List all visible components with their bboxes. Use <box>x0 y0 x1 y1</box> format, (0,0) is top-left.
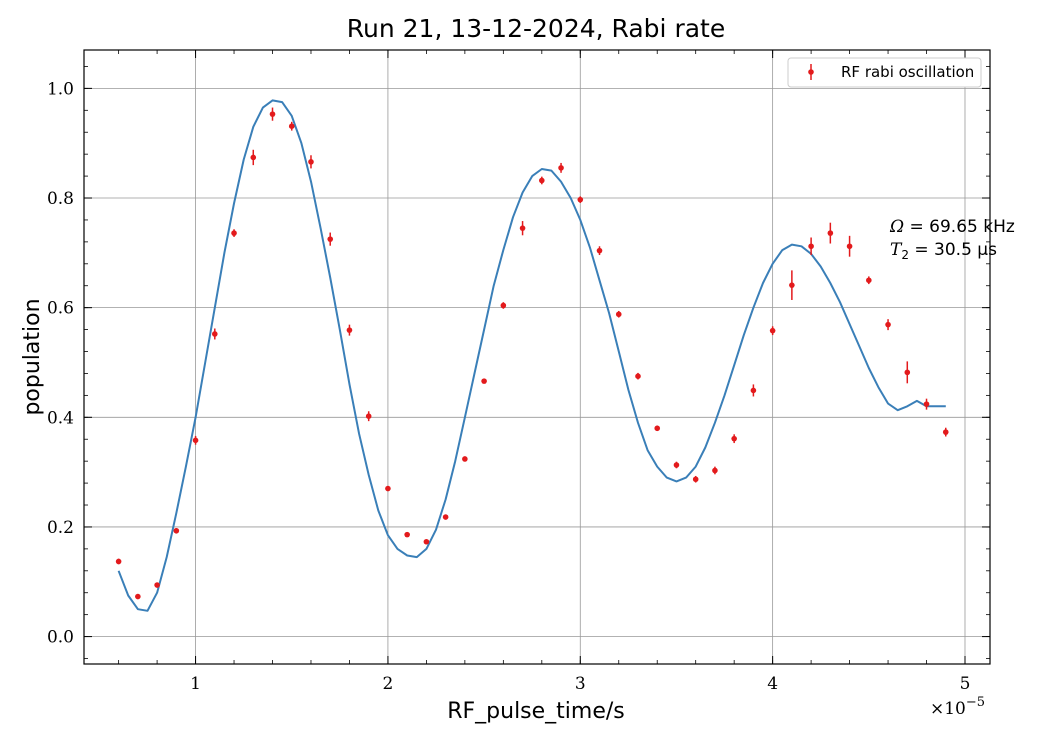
data-point-31 <box>712 467 718 474</box>
plot-frame <box>83 49 991 665</box>
legend-marker <box>808 69 814 75</box>
data-point-33 <box>750 387 757 394</box>
data-point-39 <box>866 277 872 284</box>
data-point-1 <box>135 593 141 600</box>
data-point-24 <box>577 196 584 203</box>
x-axis-label: RF_pulse_time/s <box>447 699 625 724</box>
y-tick-label-4: 0.8 <box>47 189 74 209</box>
x-scale-multiplier: ×10−5 <box>930 695 985 719</box>
data-point-18 <box>462 456 468 462</box>
omega-symbol: Ω <box>889 217 904 237</box>
data-point-3 <box>173 527 180 534</box>
data-point-27 <box>635 373 641 379</box>
data-point-0 <box>115 558 122 565</box>
x-scale-exponent: −5 <box>966 695 985 710</box>
legend-box <box>787 57 982 88</box>
data-point-42 <box>923 401 930 407</box>
x-tick-label-3: 4 <box>767 674 778 694</box>
data-point-30 <box>692 476 699 483</box>
fit-curve <box>117 99 946 612</box>
data-point-11 <box>327 236 334 242</box>
data-point-28 <box>654 425 661 432</box>
t2-value: = 30.5 µs <box>909 240 997 260</box>
data-point-40 <box>885 321 891 328</box>
data-point-14 <box>385 485 391 492</box>
data-point-12 <box>346 327 353 333</box>
y-tick-label-5: 1.0 <box>47 79 74 99</box>
legend: RF rabi oscillation <box>787 57 982 88</box>
data-point-36 <box>808 243 814 250</box>
data-point-15 <box>404 531 410 538</box>
y-tick-label-1: 0.2 <box>47 518 74 538</box>
data-point-6 <box>231 230 237 236</box>
data-point-29 <box>673 462 680 468</box>
data-point-13 <box>365 413 372 420</box>
legend-label: RF rabi oscillation <box>841 63 974 81</box>
data-point-37 <box>827 230 834 236</box>
y-tick-label-3: 0.6 <box>47 299 74 319</box>
y-tick-label-0: 0.0 <box>47 628 74 648</box>
x-tick-label-2: 3 <box>575 674 586 694</box>
t2-symbol: T <box>890 240 903 260</box>
data-point-4 <box>192 437 199 444</box>
data-point-17 <box>442 514 449 520</box>
data-point-9 <box>288 123 295 130</box>
data-point-10 <box>308 159 314 165</box>
y-axis-label: population <box>20 298 45 415</box>
tick-labels: 1 2 3 4 5 0.0 0.2 0.4 0.6 0.8 1.0 <box>47 79 970 694</box>
axis-ticks <box>84 50 990 664</box>
data-point-25 <box>596 247 603 254</box>
data-point-41 <box>904 369 911 376</box>
data-point-19 <box>481 378 487 384</box>
data-point-26 <box>615 311 622 318</box>
x-tick-label-4: 5 <box>960 674 971 694</box>
data-point-23 <box>558 165 564 171</box>
omega-annotation: Ω = 69.65 kHz <box>889 217 1015 237</box>
data-points <box>115 107 949 600</box>
data-point-5 <box>212 331 218 337</box>
y-tick-label-2: 0.4 <box>47 408 74 428</box>
data-point-32 <box>731 435 737 442</box>
data-point-20 <box>500 302 507 309</box>
data-point-8 <box>269 111 276 117</box>
x-tick-label-0: 1 <box>190 674 201 694</box>
data-point-2 <box>154 582 160 588</box>
x-tick-label-1: 2 <box>383 674 394 694</box>
fit-line-path <box>117 99 946 612</box>
data-point-7 <box>250 154 257 161</box>
grid-lines <box>84 50 990 664</box>
omega-value: = 69.65 kHz <box>904 217 1015 237</box>
t2-subscript: 2 <box>901 248 909 262</box>
t2-annotation: T2 = 30.5 µs <box>890 240 997 262</box>
data-point-22 <box>539 177 545 184</box>
chart-title: Run 21, 13-12-2024, Rabi rate <box>347 14 725 43</box>
data-point-16 <box>423 538 430 545</box>
data-point-21 <box>519 225 526 231</box>
data-point-43 <box>942 429 949 435</box>
data-point-34 <box>769 327 776 334</box>
data-point-38 <box>846 243 853 250</box>
data-point-35 <box>789 282 795 288</box>
